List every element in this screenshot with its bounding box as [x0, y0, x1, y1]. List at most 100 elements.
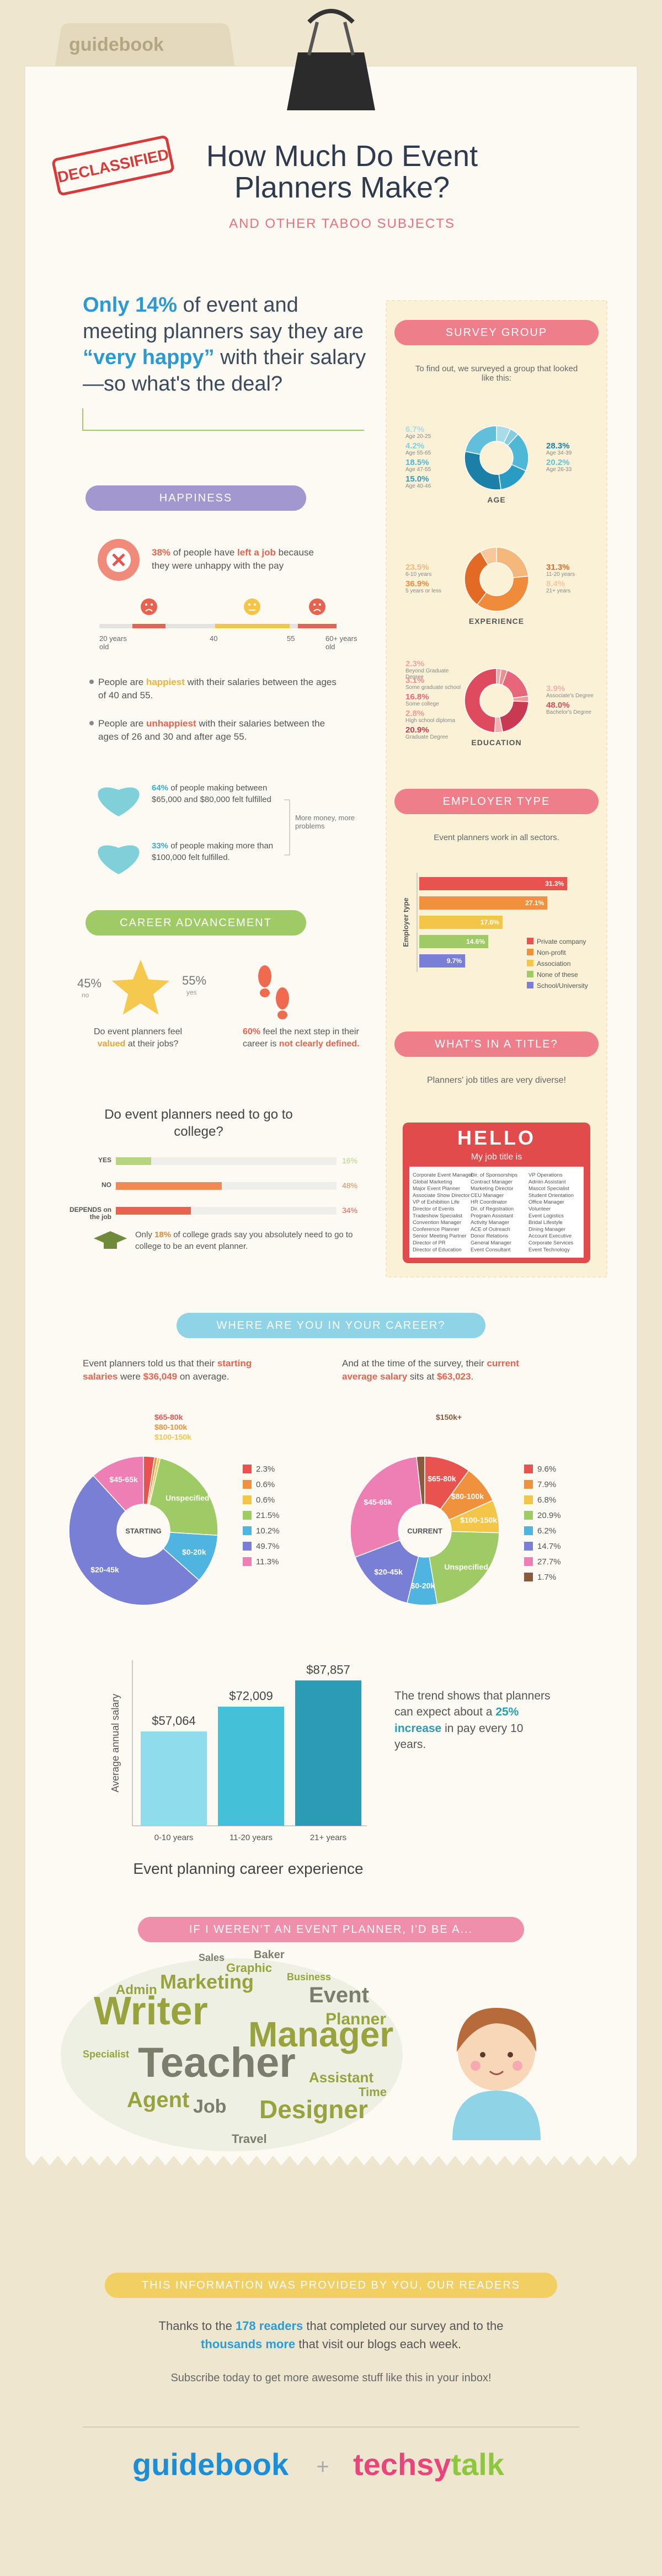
bar — [419, 954, 466, 968]
scale-label: 60+ years old — [325, 634, 357, 651]
highlight: 18% — [154, 1230, 172, 1239]
pie-slice — [464, 551, 489, 606]
job-title: Volunteer — [528, 1206, 551, 1212]
value-label: 20.9% — [405, 725, 429, 735]
cloud-word: Writer — [94, 1989, 208, 2033]
job-title: Dir. of Registration — [471, 1206, 514, 1212]
center-label: STARTING — [125, 1527, 161, 1535]
category-label: 5 years or less — [405, 588, 442, 594]
text-block: Only 18% of college grads say you absolu… — [135, 1229, 372, 1252]
pie-slice — [93, 1456, 144, 1512]
highlight: 38% — [152, 547, 171, 558]
cloud-word: Agent — [127, 2088, 189, 2112]
highlight: 64% — [152, 783, 169, 793]
category-label: Graduate Degree — [405, 734, 449, 740]
section-banner: EMPLOYER TYPE — [394, 789, 599, 814]
cloud-word: Job — [193, 2096, 226, 2117]
logo: guidebook — [132, 2447, 289, 2482]
job-title: VP of Exhibition Life — [413, 1199, 460, 1205]
job-title: Director of Education — [413, 1247, 462, 1253]
stat-label: no — [82, 991, 89, 999]
legend-swatch — [243, 1557, 252, 1566]
category-label: Age 26-33 — [546, 467, 572, 473]
text-block: Only 14% of event and meeting planners s… — [83, 292, 370, 397]
section-banner: IF I WEREN'T AN EVENT PLANNER, I'D BE A.… — [138, 1917, 524, 1942]
category-label: NO — [102, 1181, 111, 1189]
pie-slice — [68, 1475, 200, 1606]
legend-swatch — [524, 1573, 533, 1581]
bar — [116, 1182, 222, 1190]
legend-swatch — [243, 1511, 252, 1520]
zigzag-edge — [25, 2156, 637, 2166]
highlight: left a job — [237, 547, 276, 558]
pie-slice — [354, 1540, 419, 1604]
cloud-word: Time — [359, 2085, 387, 2099]
chart-title: EDUCATION — [471, 738, 522, 747]
legend-swatch — [524, 1511, 533, 1520]
legend-swatch — [524, 1542, 533, 1551]
value-label: 18.5% — [405, 458, 429, 467]
stat: 45% — [77, 976, 102, 990]
highlight: happiest — [146, 677, 185, 687]
slice-label: $65-80k — [154, 1413, 183, 1421]
text: Event planners told us that their — [83, 1358, 217, 1369]
bar-track — [116, 1157, 337, 1165]
legend-swatch — [524, 1465, 533, 1473]
text: in pay every 10 years. — [394, 1722, 524, 1751]
text: that visit our blogs each week. — [295, 2337, 461, 2351]
slice-label: Unspecified — [166, 1494, 209, 1503]
legend-swatch — [243, 1465, 252, 1473]
bar — [295, 1680, 361, 1826]
legend-swatch — [524, 1480, 533, 1489]
job-title: General Manager — [471, 1240, 511, 1246]
value-label: 27.1% — [525, 899, 544, 907]
job-title: Marketing Director — [471, 1186, 514, 1192]
highlight: not clearly defined. — [279, 1039, 360, 1049]
legend-label: 27.7% — [537, 1557, 561, 1567]
job-title: Corporate Services — [528, 1240, 574, 1246]
text: Do event planners feel — [93, 1027, 183, 1036]
legend-label: Non-profit — [537, 949, 566, 956]
cloud-word: Graphic — [226, 1961, 272, 1975]
text: The trend shows that planners can expect… — [394, 1690, 551, 1719]
slice-label: $45-65k — [364, 1498, 392, 1506]
face — [145, 603, 147, 606]
value-label: $57,064 — [152, 1714, 196, 1728]
text: People are — [98, 718, 146, 729]
slice-label: Unspecified — [444, 1562, 488, 1571]
title: How Much Do Event Planners Make? — [206, 140, 478, 204]
bar — [419, 896, 548, 910]
text-block: techsytalk — [353, 2446, 552, 2482]
job-title: Associate Show Director — [413, 1193, 469, 1199]
job-title: Event Technology — [528, 1247, 570, 1253]
axis-title: Event planning career experience — [133, 1860, 364, 1877]
highlight: 33% — [152, 841, 169, 851]
text-block: 38% of people have left a job because th… — [152, 546, 317, 573]
section-banner: SURVEY GROUP — [394, 320, 599, 345]
value-label: 17.6% — [481, 918, 499, 926]
face — [254, 603, 256, 606]
job-title: Tradeshow Specialist — [413, 1213, 462, 1219]
legend-label: 11.3% — [256, 1557, 279, 1567]
value-label: 34% — [342, 1206, 358, 1215]
footprint — [260, 988, 270, 997]
badge-title: HELLO — [457, 1126, 536, 1149]
legend-label: School/University — [537, 982, 588, 990]
value-label: 9.7% — [447, 957, 462, 965]
highlight: techsy — [353, 2447, 451, 2482]
stamp-border — [52, 135, 174, 196]
category-label: 21+ years — [546, 588, 571, 594]
slice-label: $45-65k — [109, 1475, 138, 1484]
cloud-word: Manager — [248, 2014, 393, 2054]
cloud-word: Specialist — [83, 2049, 129, 2060]
stat: 55% — [182, 974, 207, 987]
job-title: Corporate Event Manager — [413, 1172, 473, 1178]
x-tick-label: 0-10 years — [154, 1833, 194, 1842]
face — [309, 598, 325, 615]
job-title: Bridal Lifestyle — [528, 1220, 563, 1226]
slice-label: $100-150k — [460, 1516, 497, 1525]
cloud-word: Assistant — [309, 2069, 373, 2086]
pie-slice — [479, 547, 497, 566]
